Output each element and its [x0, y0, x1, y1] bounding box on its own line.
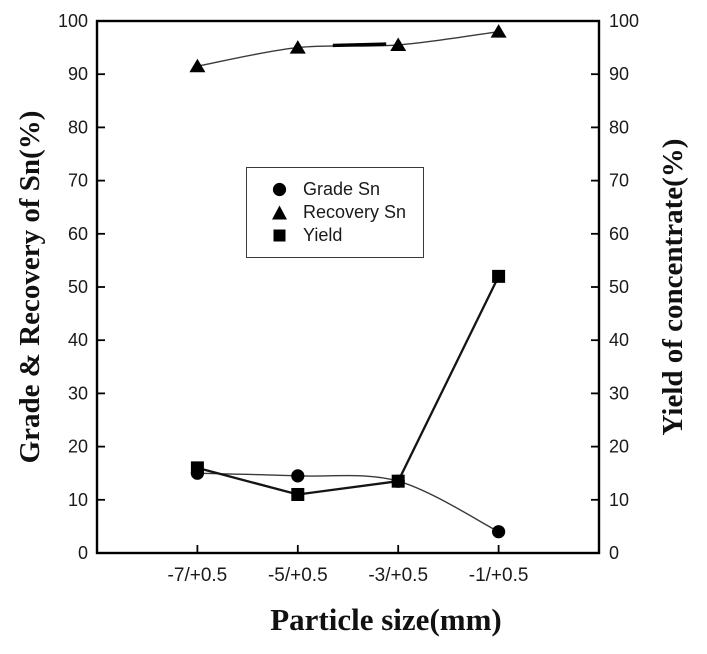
x-tick-label: -3/+0.5: [368, 565, 428, 586]
y-tick-label-left: 0: [78, 543, 88, 563]
marker-yield: [190, 461, 204, 475]
y-tick-label-left: 80: [68, 117, 88, 137]
y-axis-title-left: Grade & Recovery of Sn(%): [14, 110, 46, 464]
x-tick-label: -5/+0.5: [268, 565, 328, 586]
legend-item-grade-sn: Grade Sn: [271, 178, 423, 201]
y-tick-label-right: 30: [609, 383, 629, 403]
series-line-grade-sn: [197, 472, 499, 533]
marker-recovery-sn: [189, 58, 206, 73]
square-marker-icon: [273, 229, 286, 242]
y-tick-label-left: 90: [68, 64, 88, 84]
legend-label: Yield: [303, 225, 343, 245]
legend-item-recovery-sn: Recovery Sn: [271, 201, 423, 224]
marker-yield: [492, 269, 506, 283]
legend-label: Recovery Sn: [303, 202, 407, 222]
x-tick-label: -7/+0.5: [168, 565, 228, 586]
triangle-marker-icon: [272, 205, 287, 220]
y-tick-label-left: 30: [68, 383, 88, 403]
marker-recovery-sn: [289, 40, 306, 54]
marker-grade-sn: [492, 525, 506, 539]
y-tick-label-right: 40: [609, 330, 629, 350]
circle-marker-icon: [272, 182, 287, 197]
recovery-line-bold-segment: [332, 42, 387, 48]
marker-yield: [391, 474, 405, 488]
marker-recovery-sn: [490, 24, 507, 38]
y-tick-label-left: 10: [68, 490, 88, 510]
legend-item-yield: Yield: [271, 224, 423, 247]
y-axis-title-right: Yield of concentrate(%): [657, 138, 689, 436]
x-tick-label: -1/+0.5: [469, 565, 529, 586]
plot-frame: [95, 19, 601, 555]
y-tick-label-right: 20: [609, 437, 629, 457]
marker-grade-sn: [291, 469, 305, 483]
y-tick-label-right: 0: [609, 543, 619, 563]
y-tick-label-right: 80: [609, 117, 629, 137]
y-tick-label-right: 60: [609, 224, 629, 244]
y-tick-label-right: 70: [609, 171, 629, 191]
y-tick-label-left: 60: [68, 224, 88, 244]
y-tick-label-left: 20: [68, 437, 88, 457]
marker-yield: [291, 487, 305, 501]
series-line-yield: [197, 275, 500, 496]
legend: Grade Sn Recovery Sn Yield: [246, 167, 424, 258]
y-tick-label-right: 50: [609, 277, 629, 297]
y-tick-label-left: 50: [68, 277, 88, 297]
y-tick-label-right: 100: [609, 11, 639, 31]
y-tick-label-right: 90: [609, 64, 629, 84]
y-tick-label-left: 40: [68, 330, 88, 350]
y-tick-label-left: 100: [58, 11, 88, 31]
y-tick-label-left: 70: [68, 171, 88, 191]
series-line-recovery-sn: [197, 30, 499, 67]
marker-recovery-sn: [390, 37, 407, 51]
legend-label: Grade Sn: [303, 179, 381, 199]
x-axis-title: Particle size(mm): [270, 602, 502, 637]
y-tick-label-right: 10: [609, 490, 629, 510]
